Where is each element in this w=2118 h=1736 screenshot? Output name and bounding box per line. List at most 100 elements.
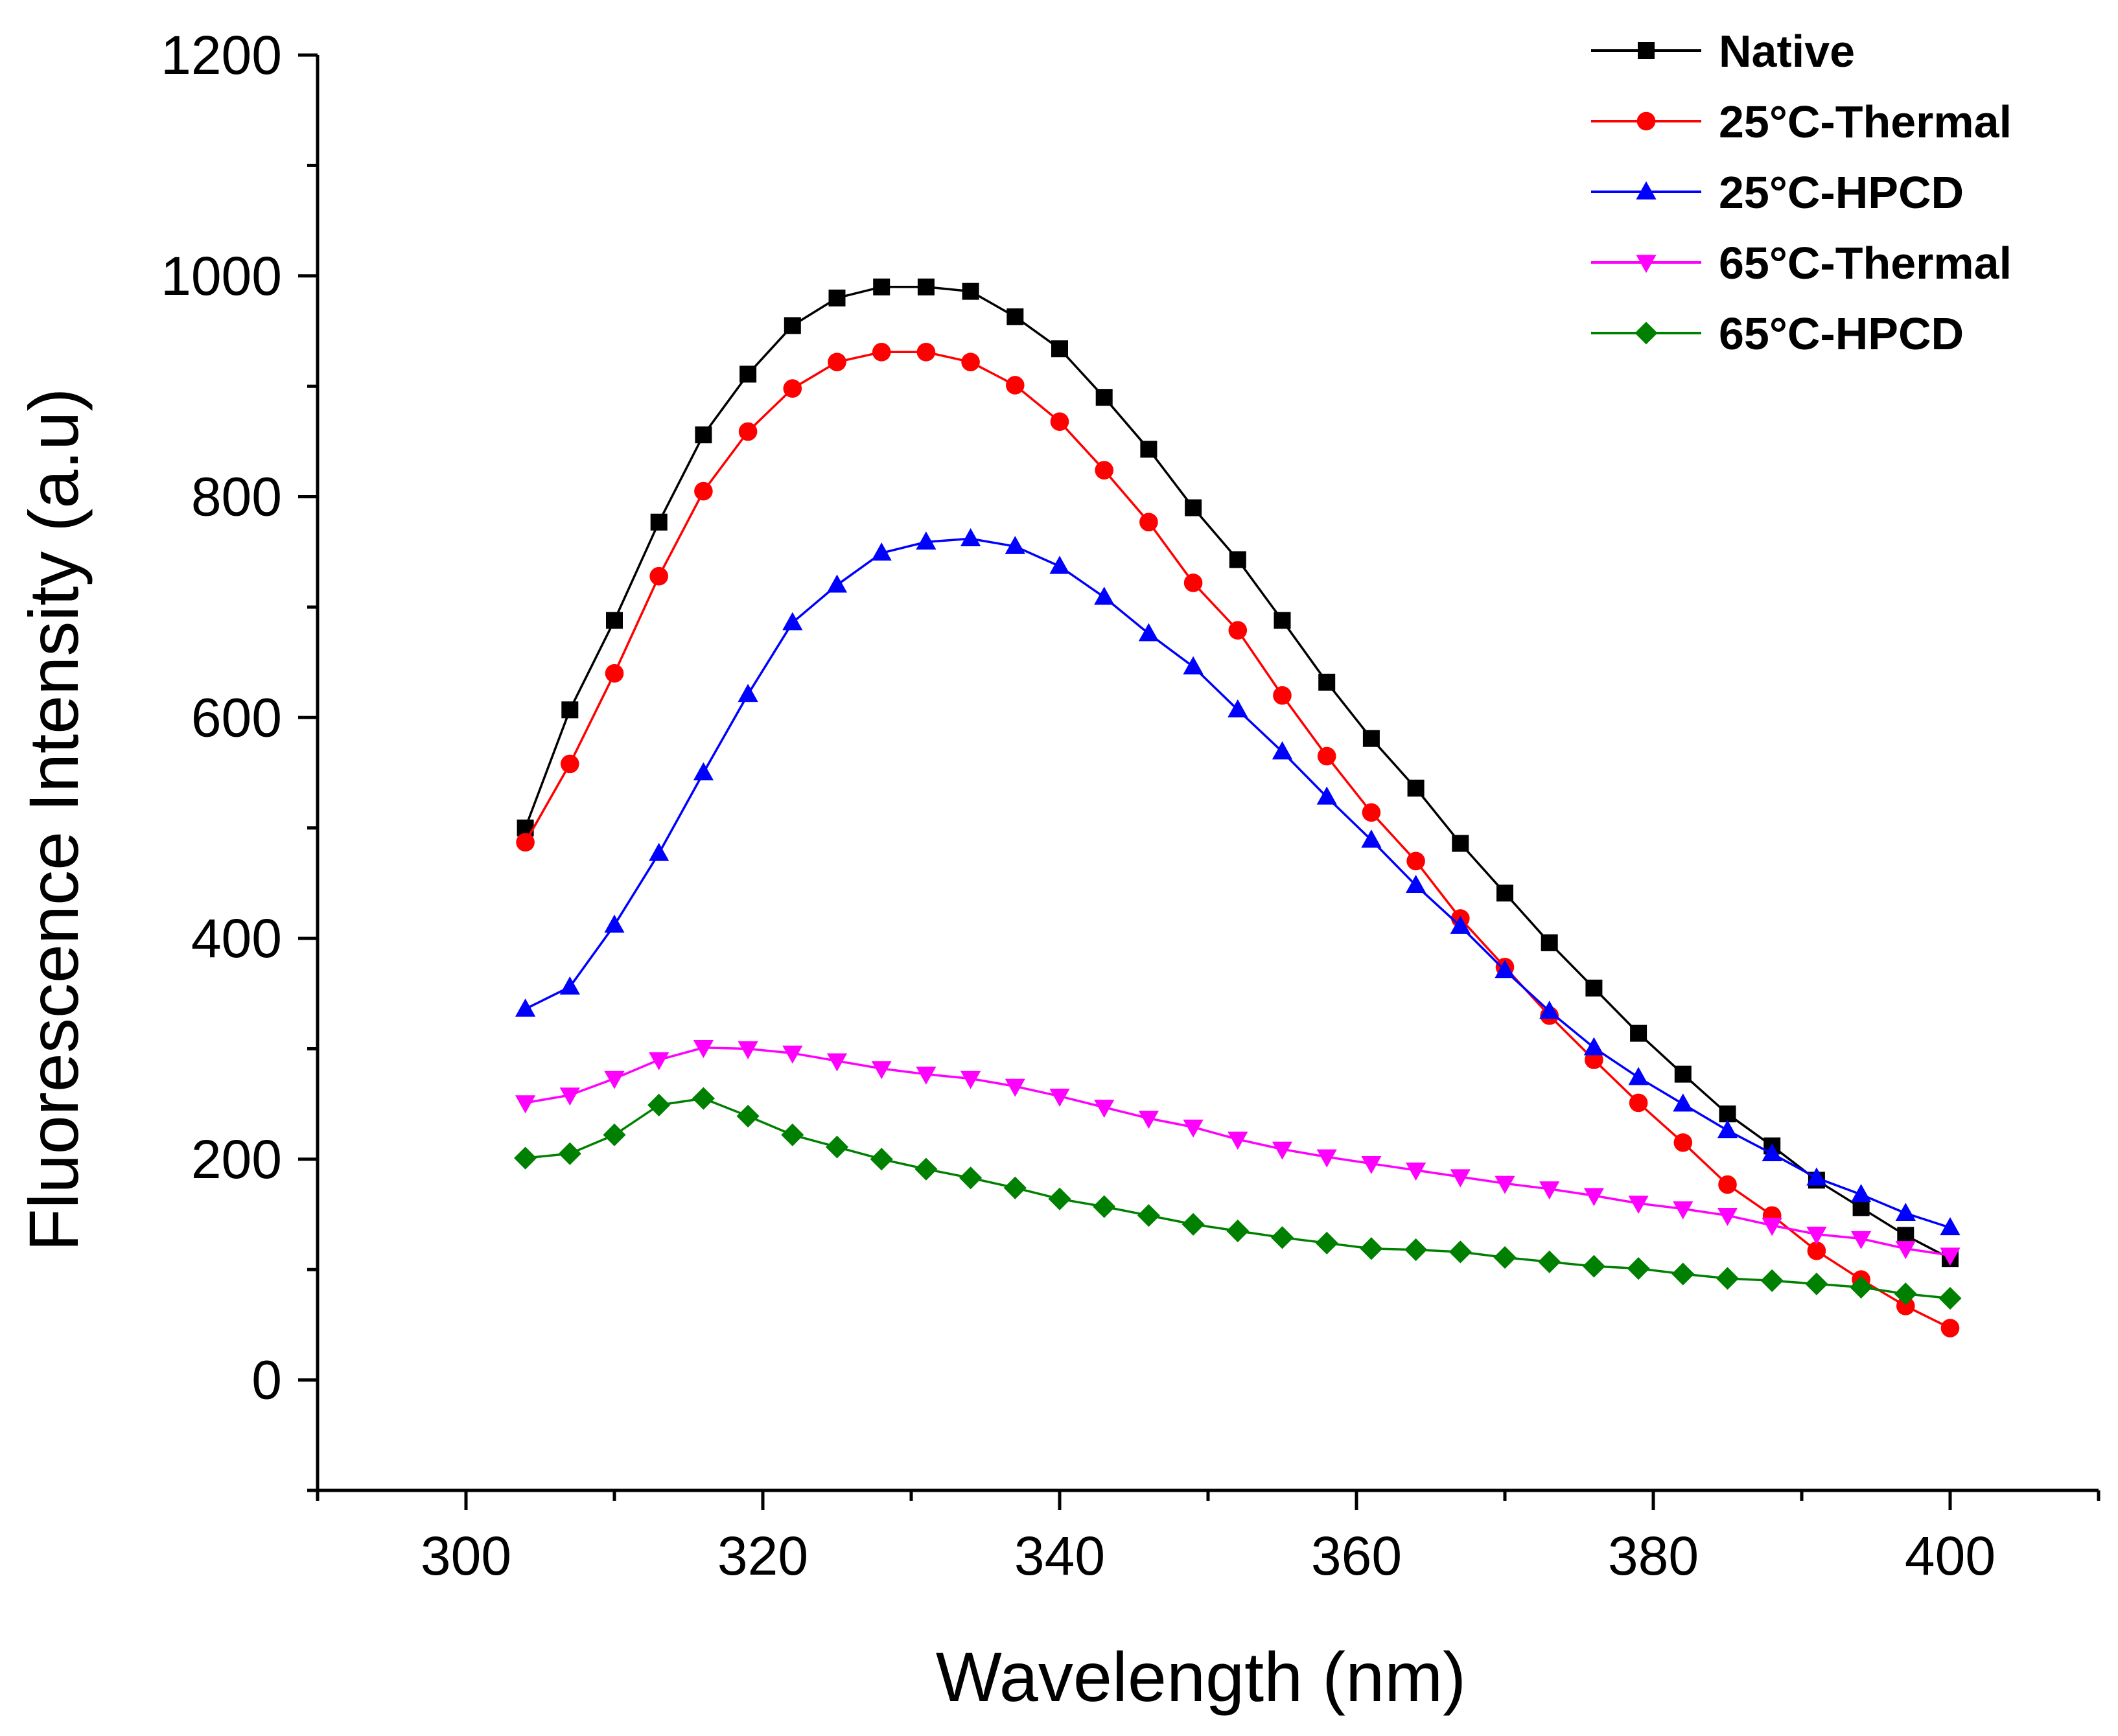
- series-line: [524, 351, 1951, 1330]
- data-point: [1762, 1218, 1782, 1236]
- data-point: [1049, 555, 1070, 574]
- data-point: [1851, 1184, 1872, 1203]
- data-point: [1452, 835, 1469, 852]
- data-point: [826, 1053, 848, 1072]
- y-tick-label: 0: [251, 1350, 282, 1411]
- data-point: [695, 426, 712, 444]
- data-point: [1228, 621, 1248, 640]
- data-point: [1093, 1195, 1116, 1218]
- data-point: [693, 1040, 714, 1059]
- data-point: [1272, 741, 1293, 759]
- data-point: [606, 612, 623, 629]
- data-point: [1361, 829, 1382, 848]
- legend-item-2: 25°C-HPCD: [1591, 167, 1964, 218]
- data-point: [914, 1157, 938, 1181]
- data-point: [1051, 340, 1068, 358]
- data-point: [1806, 1167, 1827, 1186]
- data-point: [1538, 1250, 1561, 1273]
- legend-marker: [1635, 321, 1658, 345]
- data-point: [870, 1148, 893, 1171]
- data-point: [603, 1123, 626, 1146]
- data-point: [1539, 1001, 1560, 1019]
- data-point: [1003, 1176, 1027, 1199]
- data-point: [1229, 551, 1246, 568]
- data-point: [1005, 1078, 1025, 1097]
- series-4: [514, 1087, 1962, 1310]
- legend-marker: [1636, 181, 1657, 200]
- data-point: [1450, 916, 1471, 934]
- data-point: [1629, 1093, 1648, 1113]
- series-0: [517, 278, 1959, 1267]
- data-point: [828, 353, 846, 371]
- data-point: [1362, 803, 1381, 822]
- data-point: [1582, 1255, 1605, 1278]
- y-tick-label: 600: [191, 687, 282, 748]
- data-point: [559, 976, 580, 995]
- data-point: [1404, 1238, 1428, 1262]
- data-point: [1183, 573, 1203, 592]
- data-point: [871, 1061, 892, 1080]
- legend-label: 65°C-HPCD: [1719, 308, 1964, 359]
- data-point: [1895, 1203, 1916, 1221]
- data-point: [916, 1066, 937, 1085]
- data-point: [647, 1093, 671, 1117]
- data-point: [960, 528, 981, 546]
- data-point: [1274, 612, 1291, 629]
- data-point: [1138, 1111, 1159, 1129]
- data-point: [515, 1095, 536, 1114]
- x-tick-label: 380: [1608, 1525, 1699, 1586]
- y-tick-label: 1000: [161, 246, 282, 307]
- data-point: [1628, 1067, 1649, 1085]
- data-point: [1315, 1231, 1338, 1255]
- data-point: [1273, 686, 1292, 705]
- data-point: [1850, 1275, 1873, 1299]
- legend-label: 25°C-Thermal: [1719, 97, 2012, 147]
- data-point: [1760, 1269, 1784, 1292]
- data-point: [1407, 780, 1425, 797]
- x-tick-label: 320: [717, 1525, 808, 1586]
- data-point: [1094, 1100, 1115, 1118]
- data-point: [1005, 535, 1025, 554]
- data-point: [1095, 461, 1113, 480]
- data-point: [1316, 1149, 1337, 1168]
- data-point: [694, 481, 713, 501]
- data-point: [515, 998, 536, 1017]
- data-point: [917, 278, 935, 295]
- data-point: [1181, 1212, 1205, 1236]
- legend-item-0: Native: [1591, 26, 1855, 76]
- data-point: [1805, 1272, 1828, 1295]
- data-point: [1938, 1286, 1962, 1310]
- data-point: [1140, 441, 1158, 458]
- series-layer: [514, 278, 1962, 1337]
- data-point: [738, 422, 758, 441]
- data-point: [871, 542, 892, 561]
- data-point: [1896, 1297, 1915, 1315]
- data-point: [1183, 656, 1204, 675]
- data-point: [961, 353, 980, 371]
- data-point: [872, 343, 891, 362]
- data-point: [649, 1052, 669, 1071]
- data-point: [1673, 1201, 1693, 1220]
- x-tick-label: 400: [1905, 1525, 1996, 1586]
- data-point: [1006, 376, 1025, 395]
- data-point: [559, 1087, 580, 1106]
- data-point: [1493, 1245, 1517, 1269]
- x-axis-title: Wavelength (nm): [936, 1638, 1466, 1716]
- data-point: [693, 762, 714, 781]
- data-point: [1719, 1105, 1736, 1122]
- data-point: [873, 278, 890, 295]
- data-point: [1852, 1199, 1870, 1216]
- data-point: [783, 379, 802, 398]
- data-point: [604, 914, 625, 933]
- legend-item-4: 65°C-HPCD: [1591, 308, 1964, 359]
- data-point: [1228, 699, 1248, 718]
- x-tick-label: 360: [1311, 1525, 1402, 1586]
- legend-marker: [1638, 42, 1655, 59]
- data-point: [1807, 1241, 1826, 1260]
- data-point: [1671, 1262, 1695, 1286]
- data-point: [781, 1123, 804, 1146]
- data-point: [1094, 586, 1115, 605]
- data-point: [1185, 499, 1202, 516]
- legend: Native 25°C-Thermal 25°C-HPCD 65°C-Thermal 6…: [1591, 26, 2012, 359]
- data-point: [1718, 1175, 1737, 1194]
